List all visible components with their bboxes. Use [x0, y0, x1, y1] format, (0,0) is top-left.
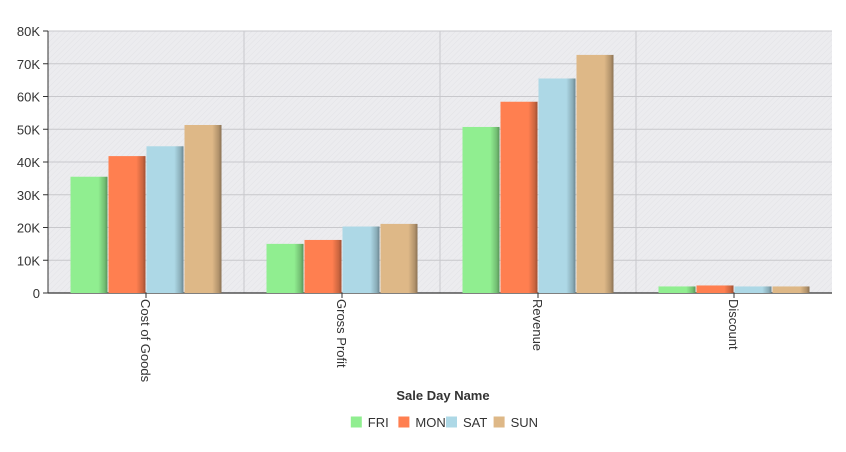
- bar-sun[interactable]: [184, 124, 222, 294]
- x-tick-label: Cost of Goods: [138, 299, 153, 383]
- bar-mon[interactable]: [304, 239, 342, 293]
- y-tick-label: 20K: [17, 221, 40, 236]
- legend-item-sun[interactable]: SUN: [493, 415, 538, 430]
- legend-item-fri[interactable]: FRI: [350, 415, 389, 430]
- legend-swatch: [398, 416, 410, 428]
- y-tick-label: 50K: [17, 122, 40, 137]
- y-tick-label: 70K: [17, 57, 40, 72]
- y-tick-label: 0: [33, 286, 40, 301]
- bar-fri[interactable]: [266, 243, 304, 293]
- legend-swatch: [446, 416, 457, 428]
- bar-fri[interactable]: [658, 286, 696, 293]
- y-tick-label: 30K: [17, 188, 40, 203]
- legend-swatch: [493, 416, 505, 428]
- bar-sun[interactable]: [772, 286, 810, 293]
- legend-label: SAT: [463, 415, 487, 430]
- y-tick-label: 60K: [17, 90, 40, 105]
- x-tick-label: Revenue: [530, 299, 545, 351]
- bar-mon[interactable]: [696, 285, 734, 293]
- legend-label: MON: [415, 415, 445, 430]
- legend-item-mon[interactable]: MON: [398, 415, 446, 430]
- bar-mon[interactable]: [108, 156, 146, 293]
- bar-sat[interactable]: [734, 286, 772, 293]
- x-tick-label: Discount: [726, 299, 741, 350]
- legend-label: SUN: [511, 415, 538, 430]
- x-tick-label: Gross Profit: [334, 299, 349, 368]
- bar-sat[interactable]: [538, 78, 576, 293]
- y-tick-label: 80K: [17, 24, 40, 39]
- bar-sat[interactable]: [342, 226, 380, 293]
- y-tick-label: 10K: [17, 253, 40, 268]
- legend-item-sat[interactable]: SAT: [446, 415, 487, 430]
- bar-sun[interactable]: [576, 54, 614, 293]
- legend-label: FRI: [368, 415, 389, 430]
- bar-mon[interactable]: [500, 101, 538, 294]
- y-tick-label: 40K: [17, 155, 40, 170]
- bar-fri[interactable]: [462, 126, 500, 294]
- bar-sun[interactable]: [380, 223, 418, 293]
- x-axis-title: Sale Day Name: [396, 388, 489, 403]
- bar-fri[interactable]: [70, 176, 108, 293]
- bar-sat[interactable]: [146, 146, 184, 293]
- legend-swatch: [350, 416, 362, 428]
